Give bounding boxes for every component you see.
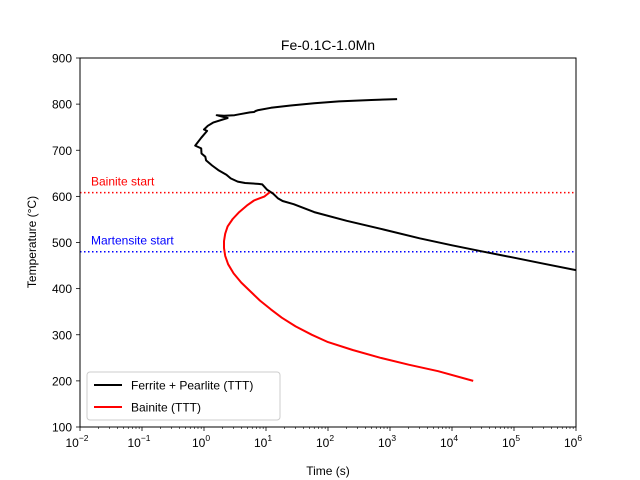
x-tick-label-base: 10 (440, 436, 454, 450)
x-axis-label: Time (s) (306, 464, 350, 478)
x-tick-label-exponent: 5 (515, 433, 520, 443)
bainite-curve (223, 191, 474, 382)
ferrite-pearlite-curve (194, 98, 576, 272)
x-tick-label-base: 10 (65, 436, 79, 450)
x-tick-label-exponent: 3 (391, 433, 396, 443)
x-tick-label: 10−2 (65, 433, 88, 450)
y-axis-ticks: 100 200 300 400 500 600 700 800 900 (52, 52, 80, 435)
y-tick-label: 100 (52, 421, 72, 435)
x-tick-label-exponent: 0 (205, 433, 210, 443)
x-tick-label: 105 (502, 433, 520, 450)
x-axis-ticks: 10−2 10−1 100 101 102 103 104 105 106 (65, 427, 582, 450)
y-tick-label: 400 (52, 282, 72, 296)
x-tick-label: 101 (254, 433, 272, 450)
x-tick-label: 103 (378, 433, 396, 450)
y-tick-label: 500 (52, 236, 72, 250)
legend-box (86, 371, 281, 421)
legend-label: Bainite (TTT) (131, 401, 201, 415)
plot-data: Bainite start Martensite start (80, 98, 576, 382)
x-tick-label: 10−1 (127, 433, 150, 450)
legend: Ferrite + Pearlite (TTT) Bainite (TTT) (86, 371, 281, 421)
x-tick-label-exponent: 1 (267, 433, 272, 443)
martensite-start-label: Martensite start (91, 234, 174, 248)
x-tick-label-base: 10 (378, 436, 392, 450)
y-tick-label: 900 (52, 52, 72, 66)
x-tick-label-exponent: −1 (141, 433, 151, 443)
y-axis-label: Temperature (°C) (25, 196, 39, 288)
x-tick-label: 106 (564, 433, 582, 450)
x-tick-label-base: 10 (502, 436, 516, 450)
x-tick-label-base: 10 (192, 436, 206, 450)
x-tick-label-exponent: −2 (79, 433, 89, 443)
x-tick-label-base: 10 (564, 436, 578, 450)
x-tick-label: 102 (316, 433, 334, 450)
x-tick-label-base: 10 (127, 436, 141, 450)
y-tick-label: 600 (52, 190, 72, 204)
y-tick-label: 800 (52, 98, 72, 112)
bainite-start-label: Bainite start (91, 175, 155, 189)
x-tick-label: 100 (192, 433, 210, 450)
x-tick-label-exponent: 6 (577, 433, 582, 443)
x-tick-label: 104 (440, 433, 458, 450)
chart-title: Fe-0.1C-1.0Mn (281, 37, 375, 53)
x-tick-label-exponent: 2 (329, 433, 334, 443)
y-tick-label: 700 (52, 144, 72, 158)
x-tick-label-base: 10 (316, 436, 330, 450)
y-tick-label: 200 (52, 374, 72, 388)
y-tick-label: 300 (52, 328, 72, 342)
x-tick-label-base: 10 (254, 436, 268, 450)
legend-label: Ferrite + Pearlite (TTT) (131, 379, 253, 393)
x-tick-label-exponent: 4 (453, 433, 458, 443)
